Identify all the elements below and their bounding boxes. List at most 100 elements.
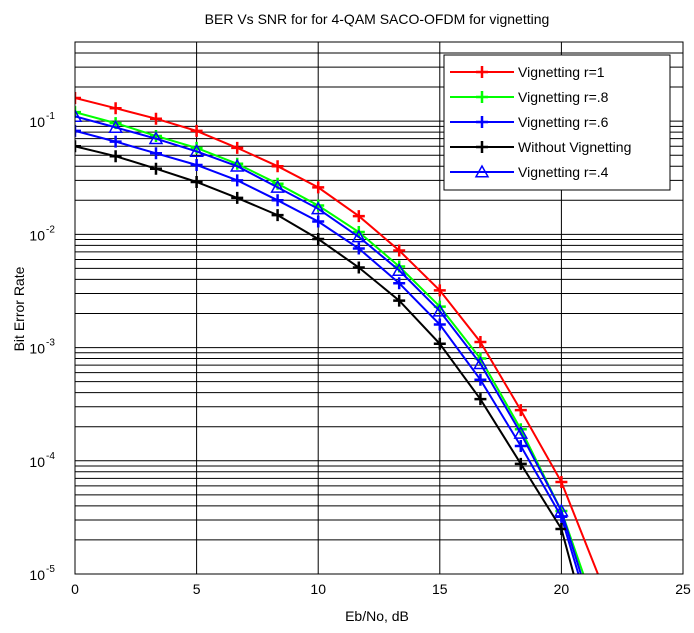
data-point (352, 210, 365, 223)
legend-item: Vignetting r=1 (450, 64, 605, 80)
series-0 (75, 92, 599, 574)
legend-item: Vignetting r=.6 (450, 114, 609, 130)
y-tick-label: 10 (29, 227, 45, 243)
data-point (433, 337, 446, 350)
data-point (554, 503, 569, 517)
y-tick-label: 10 (29, 341, 45, 357)
data-point (75, 124, 81, 137)
y-tick-exponent: -2 (46, 224, 55, 235)
plot-frame (74, 41, 684, 575)
legend-marker (476, 116, 488, 128)
series-3 (75, 140, 575, 574)
data-point (75, 108, 83, 122)
data-point (229, 158, 245, 172)
data-point (109, 135, 122, 148)
legend-label: Vignetting r=1 (518, 64, 605, 80)
series-2 (75, 124, 580, 574)
series-line (75, 115, 582, 574)
data-point (514, 457, 527, 470)
data-point (271, 194, 284, 207)
data-point (474, 393, 487, 406)
data-point (514, 404, 527, 417)
data-point (474, 335, 487, 348)
series-line (75, 111, 585, 574)
data-point (108, 119, 123, 133)
data-point (312, 181, 325, 194)
y-axis-label: Bit Error Rate (11, 266, 27, 351)
legend-marker (474, 164, 490, 178)
data-point (393, 277, 406, 290)
data-point (109, 150, 122, 163)
legend-label: Without Vignetting (518, 139, 631, 155)
data-point (351, 229, 367, 243)
x-tick-label: 15 (432, 581, 448, 597)
data-point (391, 262, 407, 276)
data-point (148, 131, 164, 145)
data-point (432, 303, 448, 317)
data-point (75, 92, 81, 105)
x-axis-label: Eb/No, dB (345, 608, 409, 624)
data-point (190, 158, 203, 171)
data-point (352, 242, 365, 255)
y-tick-label: 10 (29, 567, 45, 583)
data-point (75, 106, 81, 119)
data-point (190, 124, 203, 137)
legend: Vignetting r=1 Vignetting r=.8 Vignetting … (443, 54, 671, 191)
data-point (190, 176, 203, 188)
data-point (513, 425, 529, 439)
data-point (271, 209, 284, 222)
y-tick-exponent: -5 (46, 564, 55, 575)
data-point (310, 201, 326, 215)
legend-item: Vignetting r=.4 (450, 164, 609, 180)
series-line (75, 145, 575, 574)
data-point (109, 102, 122, 115)
legend-marker (476, 91, 488, 103)
data-point (231, 174, 244, 187)
series-line (75, 97, 599, 574)
data-point (270, 179, 285, 193)
y-tick-exponent: -4 (46, 451, 55, 462)
data-point (433, 318, 446, 331)
legend-label: Vignetting r=.6 (518, 114, 609, 130)
data-point (473, 356, 488, 370)
legend-label: Vignetting r=.8 (518, 89, 609, 105)
y-tick-label: 10 (29, 454, 45, 470)
data-point (75, 140, 81, 153)
legend-marker (476, 141, 488, 153)
data-point (514, 440, 527, 453)
data-point (393, 294, 406, 307)
y-tick-exponent: -3 (46, 338, 55, 349)
x-tick-label: 10 (310, 581, 326, 597)
legend-item: Without Vignetting (450, 139, 631, 155)
data-point (149, 162, 162, 175)
data-point (149, 147, 162, 160)
data-point (231, 141, 244, 154)
data-point (352, 261, 365, 274)
chart-title: BER Vs SNR for for 4-QAM SACO-OFDM for v… (205, 11, 550, 27)
series-layer (75, 92, 599, 574)
data-point (271, 160, 284, 173)
data-point (312, 232, 325, 245)
data-point (555, 475, 568, 488)
y-tick-exponent: -1 (46, 111, 55, 122)
y-tick-label: 10 (29, 114, 45, 130)
series-4 (75, 108, 582, 574)
legend-label: Vignetting r=.4 (518, 164, 609, 180)
x-tick-label: 20 (554, 581, 570, 597)
data-point (231, 191, 244, 204)
data-point (312, 215, 325, 228)
x-tick-label: 5 (193, 581, 201, 597)
x-tick-label: 0 (71, 581, 79, 597)
data-point (149, 112, 162, 125)
legend-marker (476, 66, 488, 78)
legend-item: Vignetting r=.8 (450, 89, 609, 105)
x-tick-label: 25 (675, 581, 691, 597)
data-point (474, 373, 487, 386)
series-line (75, 129, 580, 574)
data-point (189, 143, 204, 157)
data-point (393, 244, 406, 257)
data-point (555, 522, 568, 535)
